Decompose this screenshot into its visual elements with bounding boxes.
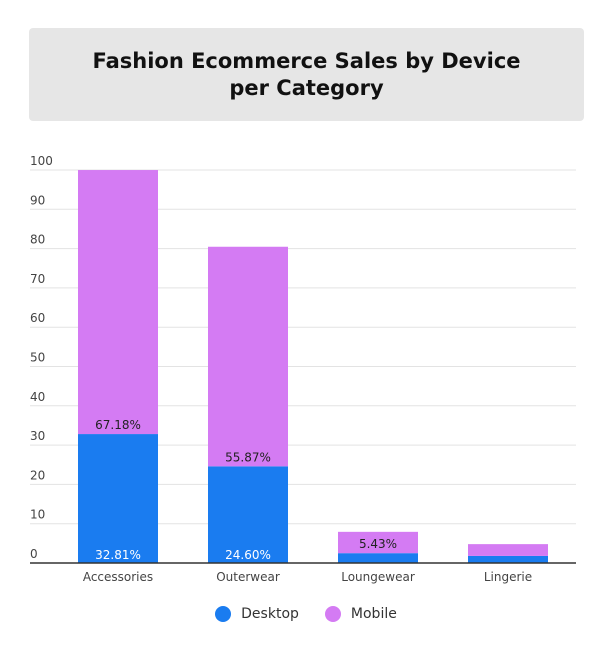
- stacked-bar-chart: 0 10 20 30 40 50 60 70 80 90 100 32.81% 67.18% Access…: [30, 154, 576, 584]
- legend-swatch-desktop: [215, 606, 232, 622]
- bar-desktop-outerwear: [208, 466, 288, 563]
- x-tick-label-lingerie: Lingerie: [484, 570, 532, 584]
- y-tick-label-30: 30: [30, 429, 45, 443]
- x-tick-label-accessories: Accessories: [83, 570, 153, 584]
- y-tick-label-20: 20: [30, 468, 45, 482]
- x-tick-label-loungewear: Loungewear: [341, 570, 415, 584]
- bar-desktop-accessories: [78, 434, 158, 563]
- data-label-desktop-accessories: 32.81%: [95, 548, 141, 562]
- chart-title: Fashion Ecommerce Sales by Device per Ca…: [92, 48, 521, 100]
- legend-label-desktop: Desktop: [241, 606, 299, 622]
- bar-mobile-accessories: [78, 170, 158, 435]
- bar-mobile-outerwear: [208, 246, 288, 467]
- legend-item-desktop[interactable]: Desktop: [215, 606, 299, 622]
- legend-label-mobile: Mobile: [350, 606, 397, 622]
- y-tick-label-60: 60: [30, 311, 45, 325]
- y-tick-label-40: 40: [30, 390, 45, 404]
- y-tick-label-50: 50: [30, 351, 45, 365]
- bar-desktop-lingerie: [468, 555, 548, 563]
- data-label-mobile-loungewear: 5.43%: [359, 537, 397, 551]
- bar-mobile-lingerie: [468, 544, 548, 556]
- y-tick-label-90: 90: [30, 193, 45, 207]
- y-tick-label-0: 0: [30, 547, 38, 561]
- chart-legend: Desktop Mobile: [0, 606, 612, 622]
- chart-title-box: Fashion Ecommerce Sales by Device per Ca…: [29, 28, 584, 121]
- y-tick-label-70: 70: [30, 272, 45, 286]
- legend-item-mobile[interactable]: Mobile: [324, 606, 397, 622]
- x-tick-label-outerwear: Outerwear: [216, 570, 280, 584]
- y-tick-label-10: 10: [30, 508, 45, 522]
- y-tick-label-80: 80: [30, 233, 45, 247]
- data-label-mobile-outerwear: 55.87%: [225, 450, 271, 464]
- data-label-mobile-accessories: 67.18%: [95, 418, 141, 432]
- bar-mobile-loungewear: [338, 531, 418, 554]
- legend-swatch-mobile: [324, 606, 341, 622]
- bar-desktop-loungewear: [338, 553, 418, 563]
- y-tick-label-100: 100: [30, 154, 53, 168]
- data-label-desktop-outerwear: 24.60%: [225, 548, 271, 562]
